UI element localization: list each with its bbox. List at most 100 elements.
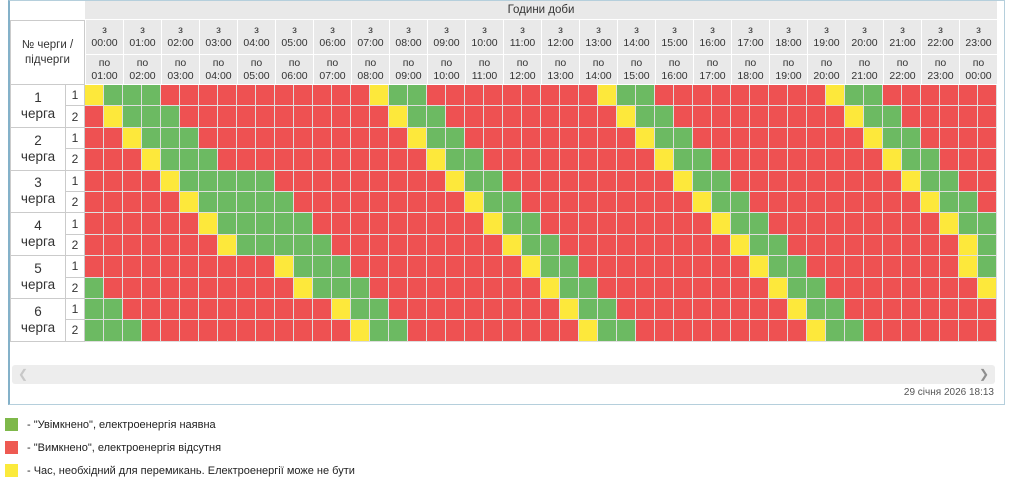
time-header-to-cell: по 20:00 [807,55,845,84]
cell-power-off [731,298,750,321]
time-header-to-cell: по 04:00 [199,55,237,84]
cell-switching [408,127,427,150]
cell-power-off [902,85,921,107]
to-time: 04:00 [205,69,232,82]
subqueue-number: 1 [66,85,85,107]
from-prefix: з [216,24,221,36]
from-prefix: з [634,24,639,36]
queue-number: 3 [34,175,42,191]
cell-power-on [294,213,313,235]
from-time: 19:00 [813,37,840,49]
cell-switching [180,191,199,214]
cell-switching [275,256,294,278]
cell-power-on [256,191,275,214]
cell-power-off [940,127,959,150]
cell-power-off [731,106,750,128]
cell-power-on [731,213,750,235]
cell-power-off [598,234,617,257]
cell-power-on [978,234,997,257]
cell-power-off [845,170,864,192]
cell-power-off [104,256,123,278]
from-time: 14:00 [623,37,650,49]
scroll-left-icon[interactable]: ❮ [18,367,29,382]
cell-power-on [85,298,104,321]
cell-power-off [826,106,845,128]
cell-power-on [142,85,161,107]
cell-power-off [427,277,446,299]
from-prefix: з [368,24,373,36]
cell-power-off [199,234,218,257]
cell-power-off [389,127,408,150]
cell-power-off [522,277,541,299]
cell-power-off [465,256,484,278]
cell-power-off [864,191,883,214]
subqueue-number: 2 [66,106,85,128]
to-time: 15:00 [623,69,650,82]
cell-power-off [275,106,294,128]
cell-power-off [693,277,712,299]
scroll-right-icon[interactable]: ❯ [978,367,989,382]
to-prefix: по [478,56,491,69]
horizontal-scrollbar[interactable]: ❮ ❯ [12,364,995,384]
time-header-from-cell: з 23:00 [959,20,997,55]
cell-power-off [85,127,104,150]
cell-power-off [750,298,769,321]
to-time: 11:00 [471,69,498,82]
cell-power-off [617,170,636,192]
cell-power-off [579,256,598,278]
cell-power-off [275,298,294,321]
cell-power-on [826,320,845,342]
cell-power-off [541,191,560,214]
cell-power-off [294,149,313,171]
cell-switching [826,85,845,107]
from-time: 23:00 [965,37,992,49]
subqueue-number: 1 [66,127,85,150]
cell-power-on [237,191,256,214]
cell-power-off [560,320,579,342]
cell-power-off [199,85,218,107]
cell-power-off [218,320,237,342]
time-header-to-cell: по 16:00 [655,55,693,84]
cell-power-off [674,85,693,107]
time-header-to-cell: по 09:00 [389,55,427,84]
to-time: 18:00 [737,69,764,82]
cell-switching [712,213,731,235]
cell-power-off [560,106,579,128]
cell-power-off [332,191,351,214]
time-header-to-cell: по 21:00 [845,55,883,84]
cell-power-off [294,298,313,321]
cell-power-off [750,127,769,150]
cell-power-on [731,191,750,214]
cell-power-off [294,127,313,150]
time-header-from-cell: з 18:00 [769,20,807,55]
cell-power-off [617,191,636,214]
cell-power-off [674,298,693,321]
cell-power-off [142,298,161,321]
legend-swatch [5,464,18,477]
cell-power-off [199,277,218,299]
cell-power-on [940,191,959,214]
cell-power-on [351,277,370,299]
cell-power-off [959,320,978,342]
cell-power-on [655,127,674,150]
time-header-to-cell: по 13:00 [541,55,579,84]
from-prefix: з [862,24,867,36]
to-row: по 01:00 по 02:00 по 03:00 по 04:00 по 05:00 по 06:… [85,55,997,84]
cell-power-off [978,298,997,321]
time-header-to-cell: по 12:00 [503,55,541,84]
from-prefix: з [330,24,335,36]
cell-power-off [750,277,769,299]
cell-switching [332,298,351,321]
legend-item: - "Увімкнено", електроенергія наявна [5,418,1013,431]
cell-power-off [161,213,180,235]
from-row: з 00:00 з 01:00 з 02:00 з 03:00 з 04:00 з 05:00 з 06:… [85,20,997,55]
cell-power-off [446,106,465,128]
subqueue-row: 1 [66,127,997,150]
cell-power-off [408,256,427,278]
time-header: Години доби з 00:00 з 01:00 з 02:00 з 03:00 з 04:… [85,1,997,85]
cell-power-off [560,191,579,214]
subqueue-row: 2 [66,106,997,128]
cell-power-on [123,320,142,342]
cell-power-off [617,234,636,257]
